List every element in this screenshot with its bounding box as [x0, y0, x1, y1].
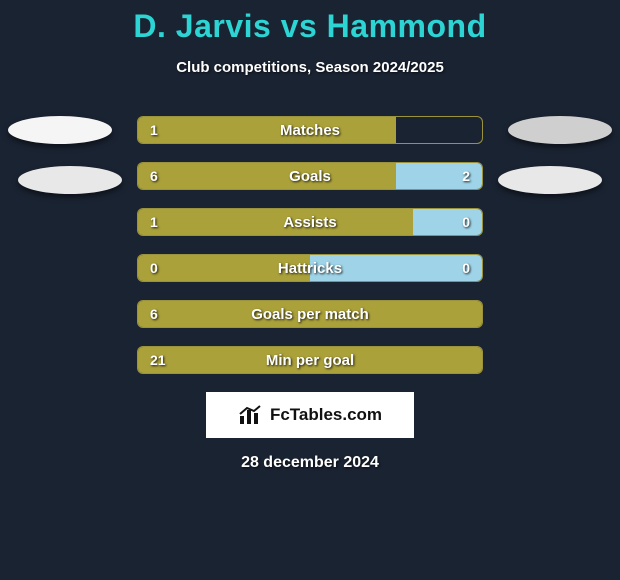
stat-row-goals-per-match: 6 Goals per match: [137, 300, 483, 328]
player-left-shape-1: [8, 116, 112, 144]
stat-row-hattricks: 0 Hattricks 0: [137, 254, 483, 282]
source-logo: FcTables.com: [206, 392, 414, 438]
stat-right-value: 0: [462, 209, 470, 235]
stat-label: Min per goal: [138, 347, 482, 373]
player-left-shape-2: [18, 166, 122, 194]
stat-label: Matches: [138, 117, 482, 143]
date-caption: 28 december 2024: [0, 454, 620, 472]
page-title: D. Jarvis vs Hammond: [0, 0, 620, 45]
player-right-shape-2: [498, 166, 602, 194]
stat-row-goals: 6 Goals 2: [137, 162, 483, 190]
stat-label: Goals per match: [138, 301, 482, 327]
stat-right-value: 0: [462, 255, 470, 281]
stat-row-assists: 1 Assists 0: [137, 208, 483, 236]
source-logo-text: FcTables.com: [270, 405, 382, 425]
stat-label: Assists: [138, 209, 482, 235]
stat-row-matches: 1 Matches: [137, 116, 483, 144]
chart-icon: [238, 404, 264, 426]
player-right-shape-1: [508, 116, 612, 144]
stat-label: Hattricks: [138, 255, 482, 281]
subtitle: Club competitions, Season 2024/2025: [0, 59, 620, 76]
stat-row-min-per-goal: 21 Min per goal: [137, 346, 483, 374]
stat-bars: 1 Matches 6 Goals 2 1 Assists 0 0 Hattri…: [137, 116, 483, 374]
stat-label: Goals: [138, 163, 482, 189]
comparison-panel: 1 Matches 6 Goals 2 1 Assists 0 0 Hattri…: [0, 116, 620, 472]
stat-right-value: 2: [462, 163, 470, 189]
